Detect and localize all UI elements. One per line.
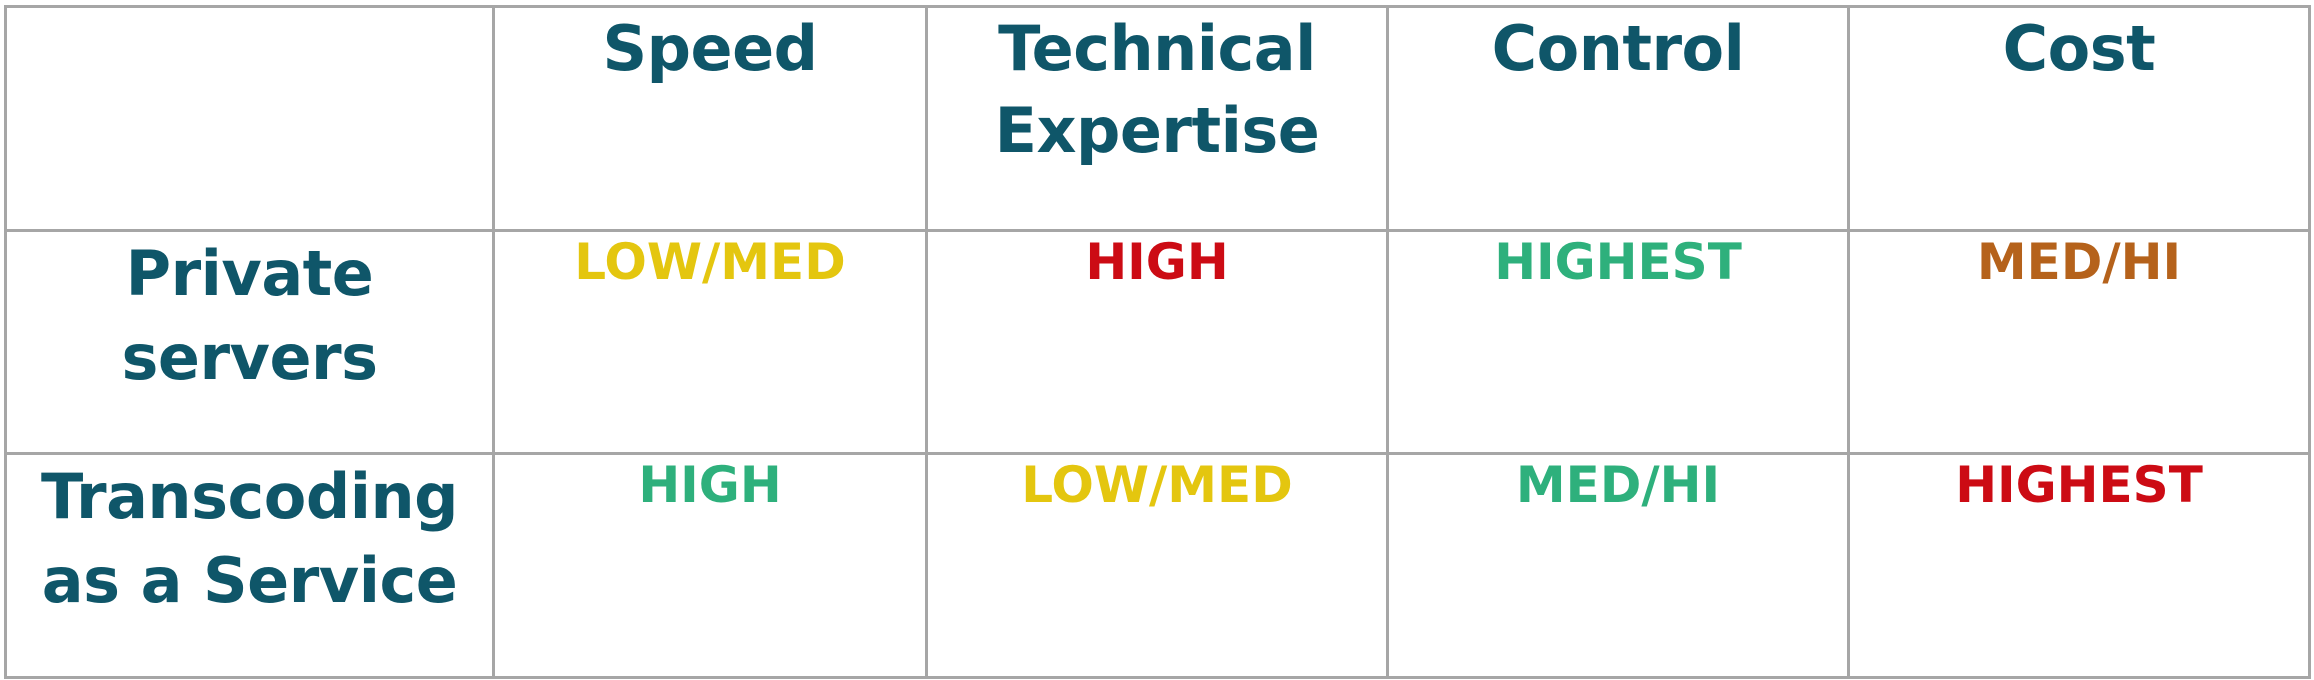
column-header-control: Control — [1386, 5, 1850, 232]
rating-value: LOW/MED — [574, 233, 846, 291]
table-row: Transcoding as a Service HIGH LOW/MED ME… — [4, 452, 2311, 679]
rating-cell: MED/HI — [1386, 452, 1850, 679]
rating-cell: HIGH — [492, 452, 928, 679]
rating-value: HIGHEST — [1955, 456, 2203, 514]
column-header-label: Speed — [602, 12, 818, 85]
header-row: Speed Technical Expertise Control Cost — [4, 5, 2311, 232]
rating-value: MED/HI — [1515, 456, 1721, 514]
rating-cell: HIGHEST — [1386, 229, 1850, 455]
rating-value: HIGH — [638, 456, 782, 514]
column-header-technical-expertise: Technical Expertise — [925, 5, 1389, 232]
comparison-table: Speed Technical Expertise Control Cost P… — [4, 5, 2311, 679]
row-header-private-servers: Private servers — [4, 229, 495, 455]
column-header-label: Control — [1491, 12, 1745, 85]
rating-cell: LOW/MED — [492, 229, 928, 455]
row-header-label: Private servers — [121, 237, 378, 394]
row-header-transcoding-as-a-service: Transcoding as a Service — [4, 452, 495, 679]
rating-cell: HIGH — [925, 229, 1389, 455]
row-header-label: Transcoding as a Service — [41, 460, 458, 617]
rating-value: HIGH — [1085, 233, 1229, 291]
rating-cell: MED/HI — [1847, 229, 2311, 455]
rating-value: HIGHEST — [1494, 233, 1742, 291]
table-row: Private servers LOW/MED HIGH HIGHEST MED… — [4, 229, 2311, 455]
rating-value: LOW/MED — [1021, 456, 1293, 514]
column-header-speed: Speed — [492, 5, 928, 232]
column-header-label: Cost — [2002, 12, 2156, 85]
column-header-label: Technical Expertise — [994, 12, 1320, 167]
column-header-cost: Cost — [1847, 5, 2311, 232]
corner-cell — [4, 5, 495, 232]
rating-cell: LOW/MED — [925, 452, 1389, 679]
rating-value: MED/HI — [1976, 233, 2182, 291]
rating-cell: HIGHEST — [1847, 452, 2311, 679]
